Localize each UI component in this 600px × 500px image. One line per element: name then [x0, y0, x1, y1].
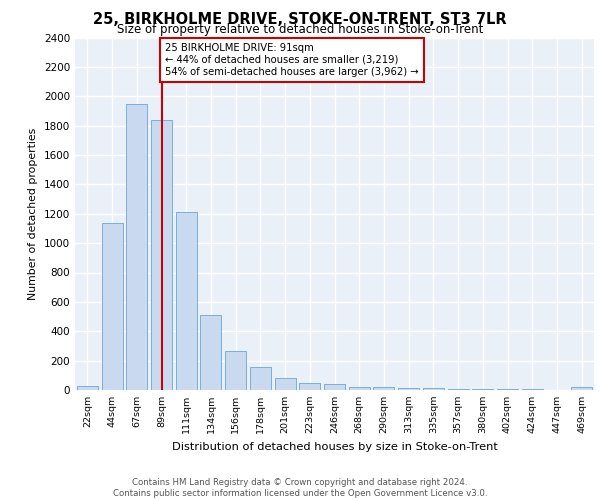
Bar	[423, 388, 444, 390]
Bar	[472, 389, 493, 390]
Bar	[225, 351, 246, 390]
Bar	[324, 384, 345, 390]
Text: 25 BIRKHOLME DRIVE: 91sqm
← 44% of detached houses are smaller (3,219)
54% of se: 25 BIRKHOLME DRIVE: 91sqm ← 44% of detac…	[165, 44, 419, 76]
Bar	[101, 222, 122, 390]
Text: Contains HM Land Registry data © Crown copyright and database right 2024.
Contai: Contains HM Land Registry data © Crown c…	[113, 478, 487, 498]
Bar	[200, 315, 221, 390]
Bar	[349, 387, 370, 390]
Bar	[571, 387, 592, 390]
Bar	[275, 378, 296, 390]
Bar	[373, 387, 394, 390]
Text: Size of property relative to detached houses in Stoke-on-Trent: Size of property relative to detached ho…	[117, 22, 483, 36]
Bar	[126, 104, 147, 390]
Bar	[77, 386, 98, 390]
Bar	[151, 120, 172, 390]
X-axis label: Distribution of detached houses by size in Stoke-on-Trent: Distribution of detached houses by size …	[172, 442, 497, 452]
Bar	[250, 367, 271, 390]
Bar	[176, 212, 197, 390]
Bar	[299, 384, 320, 390]
Bar	[448, 388, 469, 390]
Text: 25, BIRKHOLME DRIVE, STOKE-ON-TRENT, ST3 7LR: 25, BIRKHOLME DRIVE, STOKE-ON-TRENT, ST3…	[93, 12, 507, 26]
Bar	[398, 388, 419, 390]
Y-axis label: Number of detached properties: Number of detached properties	[28, 128, 38, 300]
